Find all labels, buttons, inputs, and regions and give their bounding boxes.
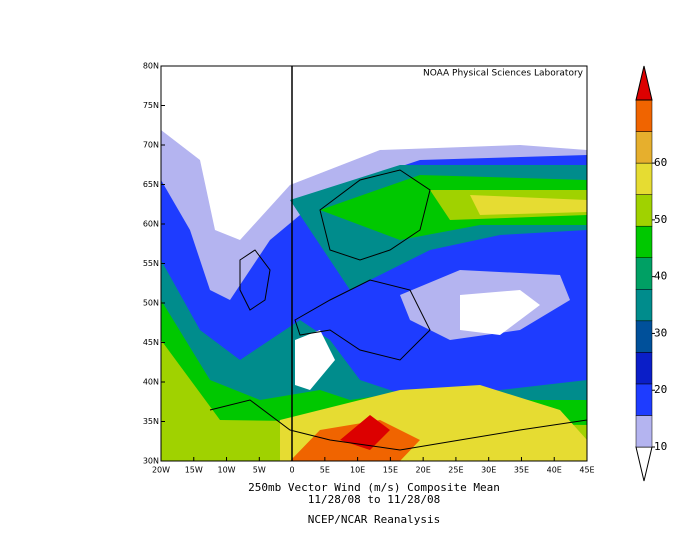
- colorbar-segment: [635, 194, 653, 227]
- colorbar-segment: [635, 99, 653, 132]
- lat-label: 35N: [143, 417, 159, 426]
- lon-label: 5E: [320, 466, 330, 475]
- lon-label: 20W: [152, 466, 170, 475]
- colorbar-label: 10: [654, 440, 667, 453]
- lat-label: 50N: [143, 299, 159, 308]
- lat-label: 45N: [143, 338, 159, 347]
- colorbar-segment: [635, 320, 653, 353]
- lat-label: 40N: [143, 378, 159, 387]
- colorbar-segment: [635, 383, 653, 416]
- colorbar-segment: [635, 225, 653, 258]
- lat-label: 30N: [143, 457, 159, 466]
- lon-label: 45E: [579, 466, 594, 475]
- lat-label: 70N: [143, 141, 159, 150]
- date-range: 11/28/08 to 11/28/08: [308, 493, 440, 506]
- credit: NOAA Physical Sciences Laboratory: [423, 69, 584, 79]
- lon-label: 10E: [350, 466, 365, 475]
- wind-field: [161, 66, 587, 461]
- colorbar: 10 20 30 40 50 60: [635, 65, 667, 482]
- colorbar-label: 50: [654, 213, 667, 226]
- source: NCEP/NCAR Reanalysis: [308, 513, 440, 526]
- credit-box: [400, 67, 586, 79]
- colorbar-label: 40: [654, 270, 667, 283]
- colorbar-label: 60: [654, 156, 667, 169]
- lat-label: 80N: [143, 62, 159, 71]
- colorbar-segment: [635, 257, 653, 290]
- colorbar-segment: [635, 162, 653, 195]
- lon-label: 40E: [547, 466, 562, 475]
- lon-label: 25E: [448, 466, 463, 475]
- lon-label: 30E: [481, 466, 496, 475]
- colorbar-end: [635, 446, 653, 482]
- lon-label: 15W: [185, 466, 203, 475]
- colorbar-segment: [635, 352, 653, 385]
- lon-label: 0: [290, 466, 295, 475]
- lat-label: 75N: [143, 101, 159, 110]
- colorbar-label: 30: [654, 326, 667, 339]
- lat-label: 65N: [143, 180, 159, 189]
- lon-label: 35E: [514, 466, 529, 475]
- lon-label: 5W: [253, 466, 266, 475]
- lat-label: 60N: [143, 220, 159, 229]
- colorbar-segment: [635, 289, 653, 322]
- lon-label: 10W: [217, 466, 235, 475]
- map-title: 250mb Vector Wind (m/s) Composite Mean: [248, 481, 500, 494]
- colorbar-label: 20: [654, 383, 667, 396]
- lon-label: 15E: [383, 466, 398, 475]
- colorbar-segment: [635, 131, 653, 164]
- colorbar-segment: [635, 415, 653, 448]
- lon-label: 20E: [416, 466, 431, 475]
- lat-label: 55N: [143, 259, 159, 268]
- colorbar-end: [635, 65, 653, 101]
